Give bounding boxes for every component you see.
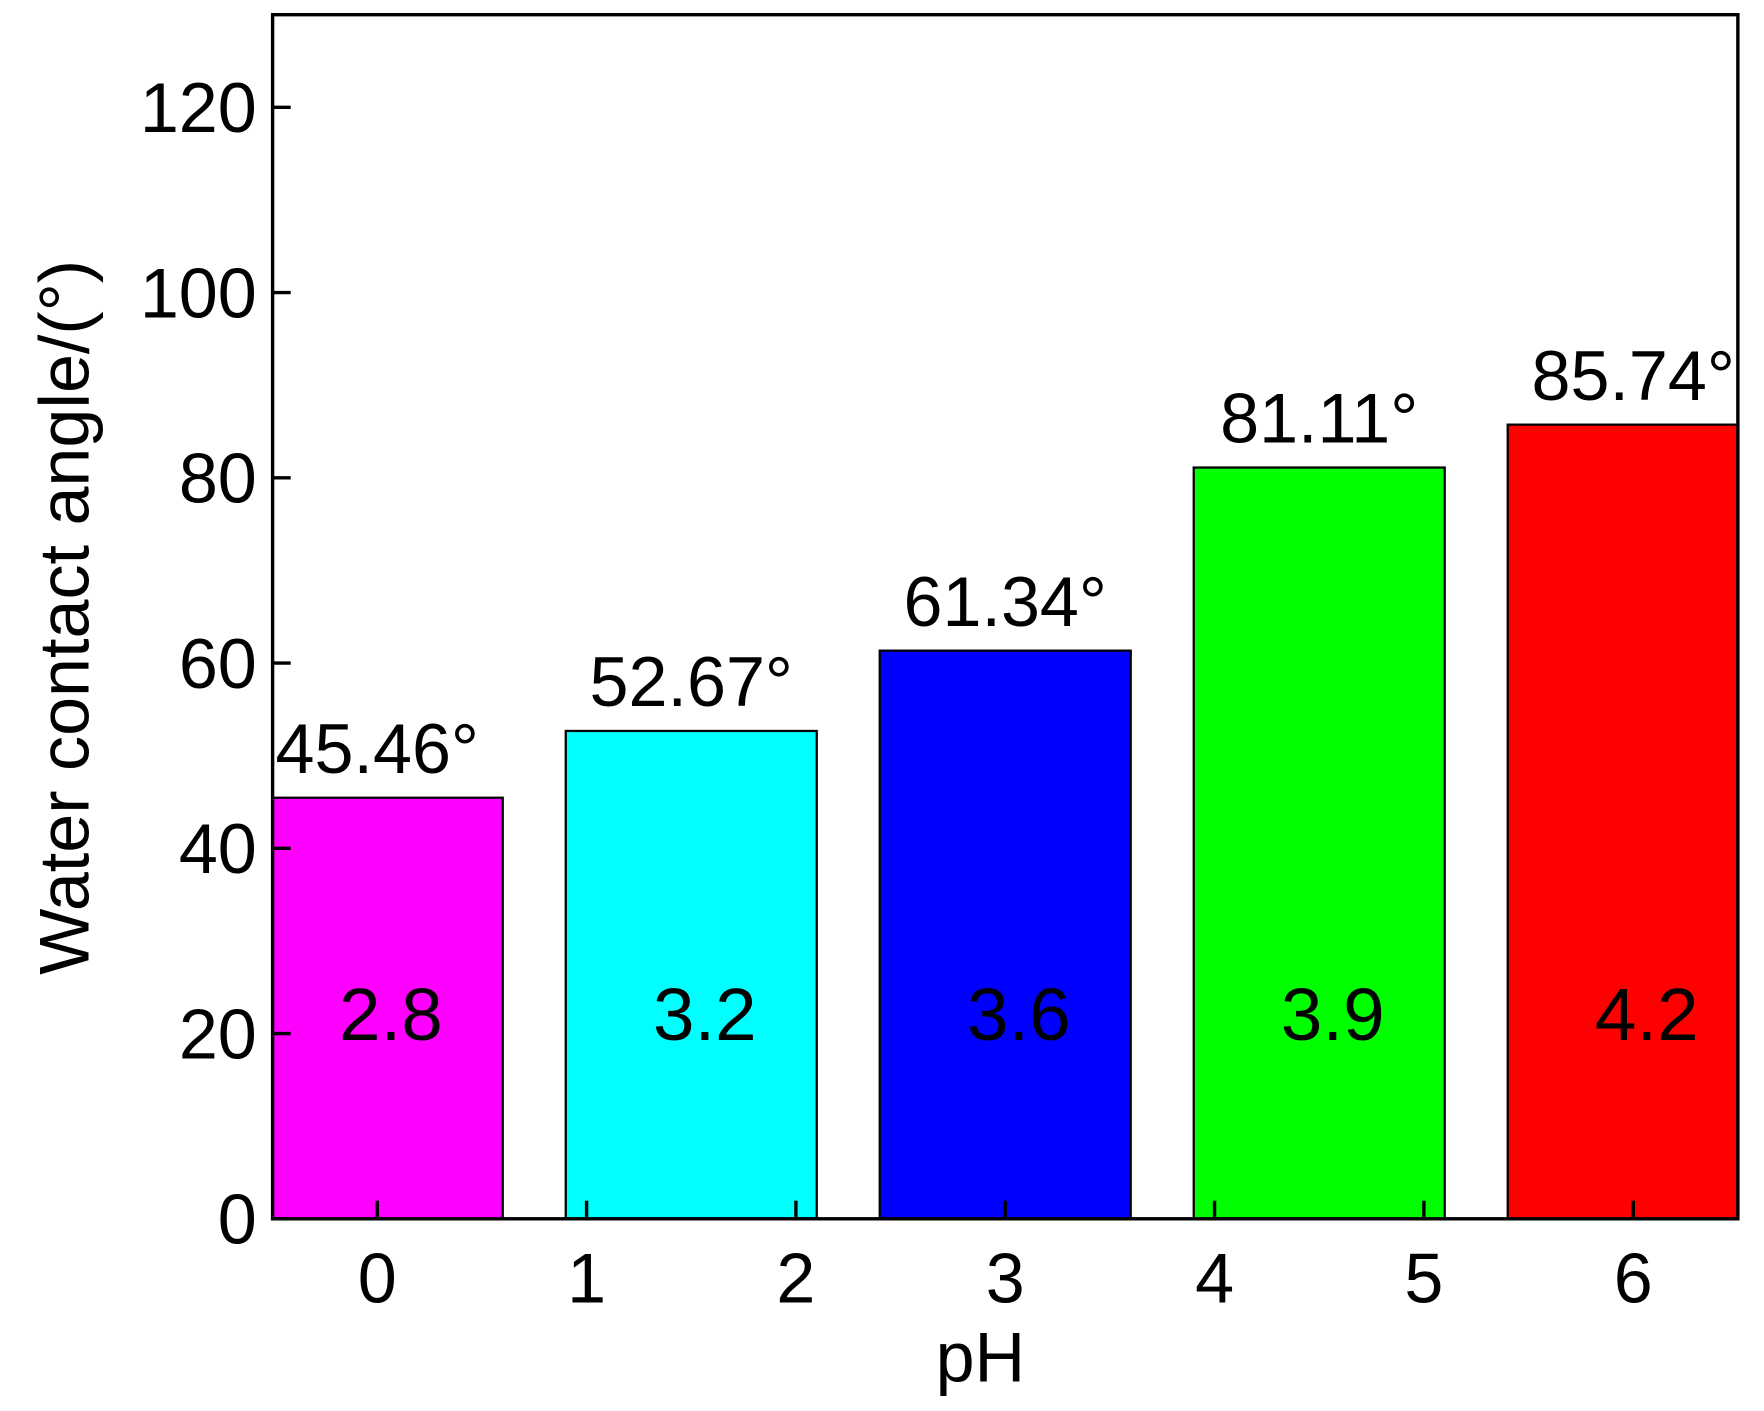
x-tick-label: 0 <box>358 1239 397 1317</box>
bar-label: 3.6 <box>967 972 1071 1056</box>
x-tick-label: 1 <box>567 1239 606 1317</box>
bar-label: 3.9 <box>1281 972 1385 1056</box>
value-label: 85.74° <box>1532 337 1735 415</box>
x-axis-label: pH <box>936 1319 1026 1397</box>
y-tick-label: 60 <box>179 625 257 703</box>
x-tick-label: 2 <box>776 1239 815 1317</box>
bar <box>564 729 818 1219</box>
bar-label: 4.2 <box>1595 972 1699 1056</box>
value-label: 52.67° <box>590 643 793 721</box>
bar <box>878 649 1132 1219</box>
x-tick-label: 5 <box>1404 1239 1443 1317</box>
y-tick-label: 120 <box>140 69 257 147</box>
bar-label: 2.8 <box>339 972 443 1056</box>
bar <box>1506 423 1738 1219</box>
value-label: 61.34° <box>904 563 1107 641</box>
bar <box>272 796 504 1219</box>
y-tick-label: 0 <box>218 1181 257 1259</box>
plot-area <box>272 423 1738 1219</box>
x-tick-label: 3 <box>986 1239 1025 1317</box>
value-label: 45.46° <box>276 710 479 788</box>
y-axis-label: Water contact angle/(°) <box>25 260 103 975</box>
value-label: 81.11° <box>1220 380 1418 458</box>
y-tick-label: 40 <box>179 810 257 888</box>
x-tick-label: 4 <box>1195 1239 1234 1317</box>
y-tick-label: 100 <box>140 254 257 332</box>
bar <box>1192 466 1446 1219</box>
y-tick-label: 80 <box>179 440 257 518</box>
y-tick-label: 20 <box>179 995 257 1073</box>
bar-label: 3.2 <box>653 972 757 1056</box>
x-tick-label: 6 <box>1614 1239 1653 1317</box>
